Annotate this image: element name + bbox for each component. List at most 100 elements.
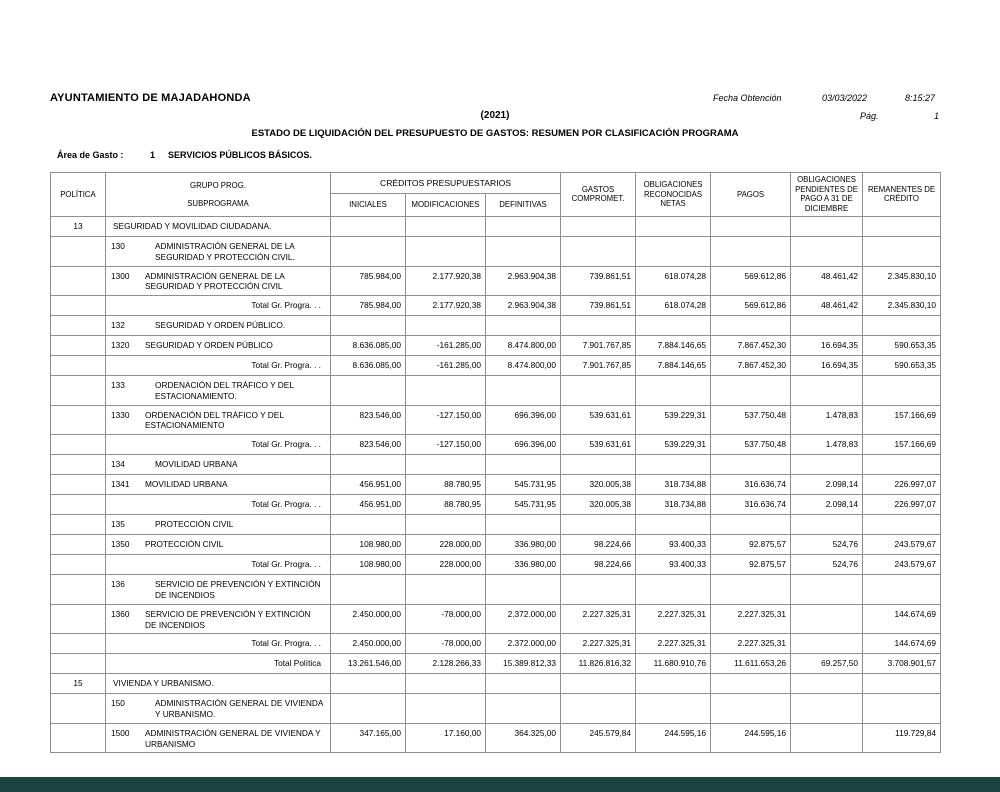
value-cell <box>635 235 712 267</box>
program-label: ORDENACIÓN DEL TRÁFICO Y DEL ESTACIONAMI… <box>155 380 294 401</box>
program-label: ORDENACIÓN DEL TRÁFICO Y DEL ESTACIONAMI… <box>145 409 284 431</box>
program-label: ADMINISTRACIÓN GENERAL DE VIVIENDA Y URB… <box>155 698 323 720</box>
value-cell: 316.636,74 <box>710 494 792 516</box>
value-cell <box>330 574 406 605</box>
table-row: 133 ORDENACIÓN DEL TRÁFICO Y DEL ESTACION… <box>50 375 942 406</box>
value-cell: 696.396,00 <box>484 404 562 436</box>
value-cell: 243.579,67 <box>862 534 942 556</box>
value-cell: 3.708.901,57 <box>862 653 942 675</box>
value-cell <box>790 235 864 267</box>
value-cell: -127.150,00 <box>405 434 486 456</box>
politica-code-cell <box>50 554 106 576</box>
value-cell <box>635 315 712 337</box>
value-cell: -78.000,00 <box>405 633 486 655</box>
value-cell: 88.780,95 <box>405 474 486 496</box>
program-description-cell: 1360 SERVICIO DE PREVENCIÓN Y EXTINCIÓN D… <box>105 603 331 635</box>
program-code: 1500 <box>111 727 130 738</box>
value-cell <box>405 454 486 476</box>
total-politica-label: Total Política <box>273 658 321 669</box>
value-cell: 539.229,31 <box>635 434 712 456</box>
value-cell <box>405 375 486 406</box>
value-cell <box>790 722 864 754</box>
politica-code-cell <box>50 434 106 456</box>
value-cell: 539.631,61 <box>560 404 637 436</box>
program-code: 150 <box>111 698 125 709</box>
value-cell: 785.984,00 <box>330 265 406 297</box>
value-cell: 157.166,69 <box>862 404 942 436</box>
value-cell: 318.734,88 <box>635 474 712 496</box>
value-cell: 7.884.146,65 <box>635 335 712 357</box>
program-description-cell: 130 ADMINISTRACIÓN GENERAL DE LA SEGURIDA… <box>105 235 331 267</box>
program-description-cell: 132 SEGURIDAD Y ORDEN PÚBLICO. <box>105 315 331 337</box>
value-cell <box>790 315 864 337</box>
value-cell <box>710 514 792 536</box>
value-cell: 823.546,00 <box>330 404 406 436</box>
politica-code-cell <box>50 335 106 357</box>
value-cell: 618.074,28 <box>635 265 712 297</box>
value-cell: 2.098,14 <box>790 474 864 496</box>
politica-code-cell <box>50 355 106 377</box>
politica-code-cell <box>50 653 106 675</box>
value-cell <box>710 454 792 476</box>
program-description-cell: Total Gr. Progra. . . <box>105 554 331 576</box>
value-cell: 1.478,83 <box>790 434 864 456</box>
value-cell <box>635 215 712 237</box>
table-row: 135 PROTECCIÓN CIVIL <box>50 514 942 536</box>
value-cell: 524,76 <box>790 554 864 576</box>
table-row: 1360 SERVICIO DE PREVENCIÓN Y EXTINCIÓN D… <box>50 603 942 635</box>
politica-code-cell <box>50 633 106 655</box>
value-cell <box>790 603 864 635</box>
value-cell: 16.694,35 <box>790 335 864 357</box>
table-row: Total Gr. Progra. . . 823.546,00 -127.150,… <box>50 434 942 456</box>
value-cell: 739.861,51 <box>560 265 637 297</box>
value-cell: -78.000,00 <box>405 603 486 635</box>
value-cell <box>710 315 792 337</box>
politica-code-cell <box>50 454 106 476</box>
value-cell: 318.734,88 <box>635 494 712 516</box>
value-cell: 8.636.085,00 <box>330 335 406 357</box>
value-cell: 244.595,16 <box>635 722 712 754</box>
value-cell <box>330 693 406 724</box>
value-cell <box>635 514 712 536</box>
value-cell: 11.826.816,32 <box>560 653 637 675</box>
value-cell: 2.372.000,00 <box>484 603 562 635</box>
politica-code-cell <box>50 474 106 496</box>
program-description-cell: 133 ORDENACIÓN DEL TRÁFICO Y DEL ESTACION… <box>105 375 331 406</box>
table-row: 130 ADMINISTRACIÓN GENERAL DE LA SEGURIDA… <box>50 235 942 267</box>
value-cell: 347.165,00 <box>330 722 406 754</box>
value-cell <box>635 673 712 695</box>
value-cell <box>405 514 486 536</box>
politica-code-cell: 13 <box>50 215 106 237</box>
value-cell: 539.229,31 <box>635 404 712 436</box>
value-cell <box>862 215 942 237</box>
program-description-cell: 1341 MOVILIDAD URBANA <box>105 474 331 496</box>
table-row: 1300 ADMINISTRACIÓN GENERAL DE LA SEGURID… <box>50 265 942 297</box>
program-label: SEGURIDAD Y ORDEN PÚBLICO. <box>155 320 286 331</box>
value-cell: 2.345.830,10 <box>862 295 942 317</box>
politica-code-cell <box>50 534 106 556</box>
value-cell <box>330 514 406 536</box>
politica-code-cell <box>50 514 106 536</box>
value-cell: 336.980,00 <box>484 554 562 576</box>
value-cell: 11.680.910,76 <box>635 653 712 675</box>
value-cell: 2.227.325,31 <box>635 633 712 655</box>
table-row: 1500 ADMINISTRACIÓN GENERAL DE VIVIENDA Y… <box>50 722 942 754</box>
value-cell: 545.731,95 <box>484 494 562 516</box>
value-cell: 316.636,74 <box>710 474 792 496</box>
value-cell: 2.227.325,31 <box>710 633 792 655</box>
table-row: 1341 MOVILIDAD URBANA 456.951,00 88.780,95 5… <box>50 474 942 496</box>
value-cell <box>484 235 562 267</box>
value-cell <box>405 673 486 695</box>
table-row: 136 SERVICIO DE PREVENCIÓN Y EXTINCIÓN DE… <box>50 574 942 605</box>
program-code: 1320 <box>111 340 130 351</box>
value-cell <box>862 375 942 406</box>
program-code: 132 <box>111 320 125 331</box>
value-cell: 7.901.767,85 <box>560 355 637 377</box>
value-cell <box>560 454 637 476</box>
value-cell: 88.780,95 <box>405 494 486 516</box>
value-cell: 590.653,35 <box>862 335 942 357</box>
value-cell: 1.478,83 <box>790 404 864 436</box>
value-cell <box>405 574 486 605</box>
value-cell: 2.227.325,31 <box>635 603 712 635</box>
